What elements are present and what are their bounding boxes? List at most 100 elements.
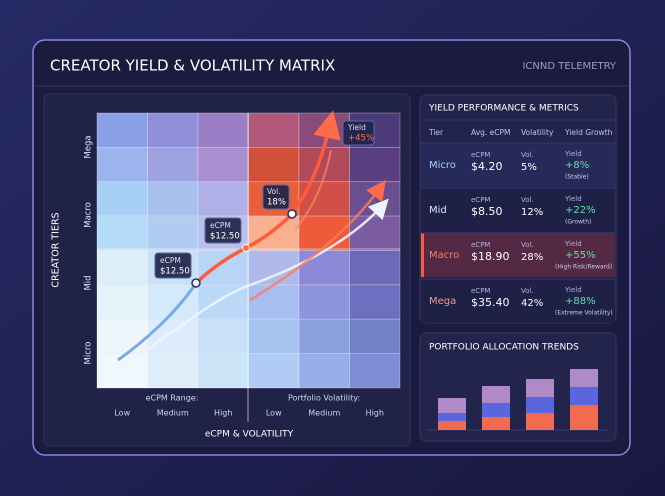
cell-label: Yield — [564, 150, 582, 158]
x-tick-label: Medium — [157, 409, 189, 418]
bar-segment — [438, 413, 466, 421]
heatmap-cell — [96, 284, 148, 320]
bar-segment — [570, 387, 598, 405]
cell-label: Vol. — [521, 151, 534, 159]
heatmap-cell — [349, 181, 401, 217]
point — [191, 278, 201, 288]
callout-value: +45% — [348, 134, 374, 144]
heatmap-cell — [96, 250, 148, 286]
heatmap-cell — [197, 353, 249, 389]
callout-label: Vol. — [267, 187, 281, 196]
heatmap-cell — [349, 146, 401, 183]
yield-note: (High Risk/Reward) — [555, 264, 612, 271]
callout: Yield +45% — [342, 120, 375, 146]
metrics-title: YIELD PERFORMANCE & METRICS — [428, 104, 579, 114]
row-highlight — [421, 233, 424, 277]
allocation-panel — [419, 332, 617, 442]
heatmap-cell — [349, 284, 401, 320]
heatmap-cell — [96, 181, 148, 217]
cell-label: eCPM — [471, 287, 490, 295]
y-axis-title: CREATOR TIERS — [51, 212, 62, 287]
dashboard-title: CREATOR YIELD & VOLATILITY MATRIX — [50, 57, 335, 75]
x-tick-label: Low — [114, 409, 130, 418]
ecpm-value: $18.90 — [471, 250, 510, 263]
cell-label: eCPM — [471, 151, 490, 159]
yield-note: (Stable) — [565, 174, 589, 181]
cell-label: Yield — [564, 286, 582, 294]
heatmap-cell — [298, 250, 350, 286]
allocation-chart — [428, 369, 608, 431]
heatmap-cell — [349, 250, 401, 286]
heatmap-cell — [248, 284, 300, 320]
x-tick-label: Low — [266, 409, 282, 418]
x-tick-label: Medium — [308, 409, 340, 418]
heatmap-cell — [298, 284, 350, 320]
volatility-value: 28% — [521, 252, 543, 263]
heatmap-cell — [349, 318, 401, 355]
table-row — [421, 188, 615, 232]
yield-value: +55% — [565, 250, 596, 261]
yield-value: +8% — [565, 160, 589, 171]
heatmap-cell — [197, 250, 249, 286]
callout-value: $12.50 — [210, 232, 240, 242]
metrics-table: Tier Avg. eCPM Volatility Yield Growth Micro… — [421, 128, 615, 323]
heatmap-cell — [197, 318, 249, 355]
yield-note: (Extreme Volatility) — [555, 310, 613, 317]
heatmap-cell — [248, 215, 300, 251]
heatmap-cell — [248, 112, 300, 148]
bar-segment — [438, 421, 466, 430]
cell-label: Vol. — [521, 196, 534, 204]
callout: eCPM $12.50 — [154, 252, 192, 279]
heatmap-cell — [96, 146, 148, 183]
tier-label: Micro — [84, 342, 94, 365]
ecpm-value: $8.50 — [471, 205, 503, 218]
tier-name: Micro — [429, 160, 456, 171]
tier-label: Mega — [84, 135, 94, 158]
heatmap-cell — [147, 215, 199, 251]
bar-segment — [526, 379, 554, 397]
bar-segment — [570, 405, 598, 430]
heatmap-cell — [197, 146, 249, 183]
callout-value: 18% — [267, 198, 286, 208]
table-row — [421, 143, 615, 187]
trend-arrow — [194, 110, 341, 285]
cell-label: Vol. — [521, 241, 534, 249]
ecpm-value: $4.20 — [471, 160, 503, 173]
volatility-value: 42% — [521, 298, 543, 309]
column-header: Volatility — [521, 128, 554, 137]
point — [242, 244, 250, 252]
yield-note: (Growth) — [565, 219, 591, 226]
x-axis-title: eCPM & VOLATILITY — [205, 430, 294, 440]
tier-label: Macro — [84, 202, 94, 228]
volatility-value: 12% — [521, 207, 543, 218]
point — [287, 209, 297, 219]
callout: Vol. 18% — [262, 184, 290, 210]
x-group-label: Portfolio Volatility: — [288, 394, 360, 403]
bar-segment — [570, 369, 598, 387]
bar-segment — [526, 413, 554, 430]
x-ticks: Low Medium High Low Medium High — [114, 409, 384, 418]
heatmap-cell — [197, 284, 249, 320]
heatmap-cell — [298, 181, 350, 217]
trend-arrow — [294, 149, 332, 231]
heatmap-cell — [96, 215, 148, 251]
x-group-label: eCPM Range: — [146, 394, 199, 403]
tier-name: Mid — [429, 205, 447, 216]
heatmap-cell — [349, 353, 401, 389]
tier-label: Mid — [84, 275, 94, 290]
callout-label: Yield — [347, 123, 366, 132]
heatmap-cell — [147, 146, 199, 183]
heatmap-cell — [248, 353, 300, 389]
allocation-title: PORTFOLIO ALLOCATION TRENDS — [429, 343, 579, 353]
heatmap-cell — [197, 181, 249, 217]
bar-segment — [482, 417, 510, 430]
heatmap-cell — [147, 181, 199, 217]
bar-segment — [482, 386, 510, 403]
callout-label: eCPM — [160, 256, 181, 265]
trend-arrow — [249, 179, 386, 302]
callout-label: eCPM — [210, 221, 231, 230]
column-header: Yield Growth — [564, 128, 613, 137]
ecpm-value: $35.40 — [471, 296, 510, 309]
